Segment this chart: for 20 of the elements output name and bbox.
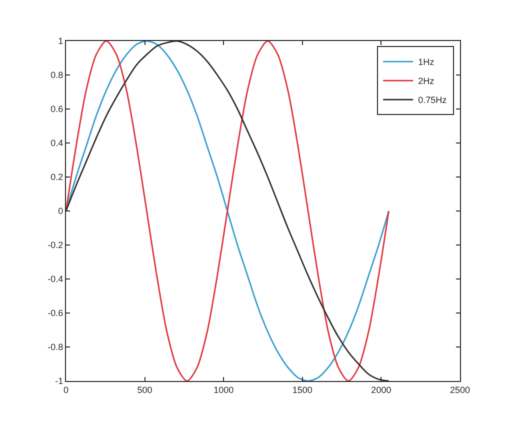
y-tick-label: 0	[58, 206, 64, 216]
legend-label: 1Hz	[418, 57, 435, 68]
y-tick-label: -0.2	[48, 240, 64, 250]
x-tick-label: 1500	[292, 384, 312, 395]
y-tick-label: 0.8	[50, 70, 64, 80]
x-tick-label: 1000	[214, 384, 234, 395]
legend-label: 0.75Hz	[418, 95, 448, 106]
y-tick-label: -1	[55, 376, 64, 386]
y-tick-label: -0.6	[48, 308, 64, 318]
y-tick-label: 1	[58, 36, 64, 46]
y-tick-label: -0.8	[48, 342, 64, 352]
y-tick-label: 0.2	[50, 172, 64, 182]
y-tick-label: 0.6	[50, 104, 64, 114]
legend-label: 2Hz	[418, 76, 435, 86]
line-series	[66, 41, 390, 381]
x-tick-label: 2500	[450, 384, 470, 395]
y-tick-label: -0.4	[48, 274, 64, 284]
x-tick-label: 500	[137, 384, 152, 395]
x-tick-label: 2000	[371, 384, 392, 395]
y-tick-label: 0.4	[50, 138, 64, 148]
